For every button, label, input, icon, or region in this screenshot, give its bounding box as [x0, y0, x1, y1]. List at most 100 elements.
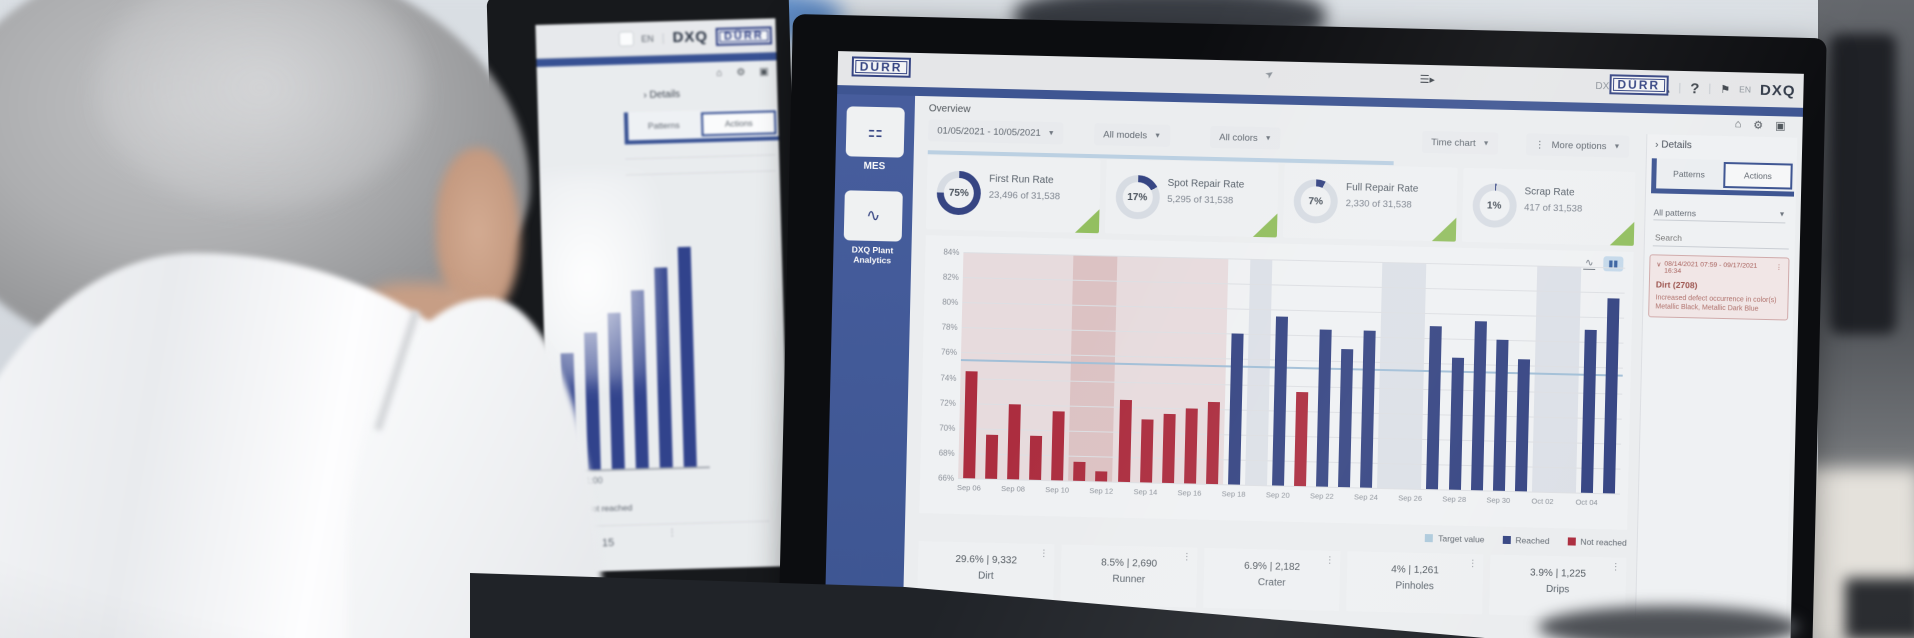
kpi-detail: 417 of 31,538 [1524, 202, 1583, 215]
more-menu-icon[interactable]: ⋮ [1039, 547, 1049, 559]
language-label[interactable]: EN [1739, 84, 1752, 95]
chart-bar[interactable] [1161, 413, 1176, 484]
tab-patterns[interactable]: Patterns [647, 119, 680, 131]
kpi-percent: 17% [1127, 191, 1148, 203]
partial-logo [619, 32, 634, 46]
chart-bar[interactable] [1029, 435, 1043, 480]
more-menu-icon[interactable]: ⋮ [667, 527, 677, 538]
chart-bar[interactable] [1095, 471, 1108, 482]
language-label[interactable]: EN [641, 33, 654, 44]
announcement-icon[interactable]: ☰▶ [1419, 73, 1435, 87]
kpi-card[interactable]: 7% Full Repair Rate 2,330 of 31,538 ✓ [1282, 163, 1458, 242]
more-menu-icon[interactable]: ⋮ [1182, 551, 1192, 562]
chart-bar[interactable] [1316, 329, 1332, 487]
chart-bar[interactable] [677, 247, 697, 468]
y-axis-label: 84% [943, 247, 960, 257]
chart-bar[interactable] [1183, 408, 1198, 484]
kpi-card[interactable]: 1% Scrap Rate 417 of 31,538 ✓ [1461, 167, 1636, 246]
chart-bar[interactable] [1602, 298, 1620, 494]
tab-actions[interactable]: Actions [1723, 161, 1793, 190]
defect-stat-card[interactable]: ⋮ 6.9% | 2,182 Crater [1203, 547, 1341, 612]
models-filter[interactable]: All models ▼ [1093, 123, 1171, 147]
kpi-donut-chart: 17% [1114, 174, 1160, 220]
chart-bar[interactable] [1205, 402, 1220, 485]
sidebar-item-label: DXQ Plant Analytics [851, 244, 894, 266]
x-axis-label: Sep 10 [1045, 485, 1070, 495]
kpi-title: Spot Repair Rate [1167, 177, 1245, 191]
kpi-donut-hole: 75% [943, 177, 975, 209]
more-menu-icon[interactable]: ⋮ [1325, 554, 1335, 565]
chart-bar[interactable] [963, 371, 978, 479]
status-check-icon: ✓ [1252, 212, 1278, 238]
weekend-band [1377, 261, 1427, 489]
alert-title: Dirt (2708) [1655, 279, 1698, 291]
stat-label: Drips [1545, 583, 1570, 596]
search-input[interactable] [1652, 228, 1790, 250]
kpi-donut-chart: 1% [1471, 183, 1517, 229]
defect-stat-card[interactable]: ⋮ 29.6% | 9,332 Dirt [917, 541, 1055, 605]
card-view-icon[interactable]: ▣ [759, 66, 769, 78]
y-axis-label: 80% [942, 297, 959, 308]
date-range-filter[interactable]: 01/05/2021 - 10/05/2021 ▼ [928, 119, 1065, 145]
legend-swatch [1502, 535, 1511, 545]
flag-icon[interactable]: ⚑ [1720, 83, 1731, 96]
cursor-icon: ➤ [1263, 67, 1277, 82]
legend-item: Target value [1425, 533, 1485, 544]
defect-stat-card[interactable]: ⋮ 8.5% | 2,690 Runner [1060, 544, 1198, 608]
bar-chart-plot: 84% 82% 80% 78% 76% 74% 72% 70% 68% 66% Sep 06 Sep … [938, 248, 1626, 507]
more-menu-icon[interactable]: ⋮ [1775, 264, 1783, 272]
chart-bar[interactable] [1073, 461, 1086, 482]
sidebar-item-plant-analytics[interactable]: ∿ [843, 190, 903, 242]
chart-bar[interactable] [1051, 411, 1066, 481]
corner-shadow [1845, 578, 1914, 638]
patterns-filter-select[interactable]: All patterns ▼ [1653, 204, 1786, 224]
pattern-alert-card[interactable]: ∨ 08/14/2021 07:59 - 09/17/2021 16:34 ⋮ … [1648, 254, 1790, 321]
chart-bar[interactable] [1117, 400, 1132, 483]
y-axis-label: 66% [937, 473, 955, 483]
chart-bar[interactable] [1338, 348, 1354, 488]
home-icon[interactable]: ⌂ [1734, 118, 1742, 131]
chart-bar[interactable] [1007, 403, 1022, 480]
chart-type-select[interactable]: Time chart ▼ [1421, 130, 1499, 155]
chart-bar[interactable] [1360, 330, 1376, 488]
chart-bar[interactable] [1492, 339, 1509, 491]
gear-icon[interactable]: ⚙ [1753, 119, 1764, 132]
chart-bar[interactable] [985, 434, 999, 479]
divider [625, 154, 776, 160]
kpi-title: First Run Rate [989, 173, 1054, 187]
durr-logo: DÜRR [715, 25, 773, 46]
gear-icon[interactable]: ⚙ [736, 67, 746, 79]
more-menu-icon[interactable]: ⋮ [1468, 558, 1478, 569]
defect-stat-card[interactable]: ⋮ 4% | 1,261 Pinholes [1346, 551, 1484, 615]
utility-right-cluster: DXQAdmin | ? | ⚑ EN DXQ DÜRR [1595, 69, 1796, 108]
sidebar-item-mes[interactable]: ⚏ [845, 106, 905, 158]
colors-filter[interactable]: All colors ▼ [1209, 125, 1281, 150]
chart-bar[interactable] [1448, 357, 1464, 490]
chart-bar[interactable] [1139, 419, 1154, 483]
kpi-card[interactable]: 75% First Run Rate 23,496 of 31,538 ✓ [925, 155, 1101, 234]
chart-bar[interactable] [1514, 359, 1530, 492]
tab-patterns[interactable]: Patterns [1673, 168, 1705, 180]
stat-value: 6.9% | 2,182 [1243, 560, 1301, 574]
weekend-band [1531, 265, 1582, 493]
tab-actions[interactable]: Actions [700, 110, 777, 137]
mes-icon: ⚏ [867, 121, 884, 142]
details-header[interactable]: › Details [643, 88, 681, 101]
chart-bar[interactable] [1227, 333, 1244, 485]
home-icon[interactable]: ⌂ [716, 67, 723, 79]
details-header[interactable]: › Details [1655, 139, 1692, 152]
x-axis-label: Sep 18 [1221, 489, 1246, 499]
chart-bar[interactable] [1294, 391, 1309, 487]
chevron-collapse-icon[interactable]: ∨ [1656, 261, 1662, 269]
help-icon[interactable]: ? [1690, 79, 1700, 97]
more-options-button[interactable]: ⋮ More options ▼ [1525, 133, 1630, 158]
kpi-percent: 75% [948, 187, 969, 199]
kpi-percent: 7% [1308, 195, 1324, 208]
stat-label: Dirt [977, 570, 994, 582]
divider: | [661, 31, 665, 44]
more-menu-icon[interactable]: ⋮ [1611, 561, 1621, 572]
chevron-down-icon: ▼ [1264, 134, 1272, 142]
card-view-icon[interactable]: ▣ [1775, 120, 1786, 133]
kpi-card[interactable]: 17% Spot Repair Rate 5,295 of 31,538 ✓ [1104, 159, 1279, 238]
more-menu-icon: ⋮ [1535, 139, 1545, 151]
